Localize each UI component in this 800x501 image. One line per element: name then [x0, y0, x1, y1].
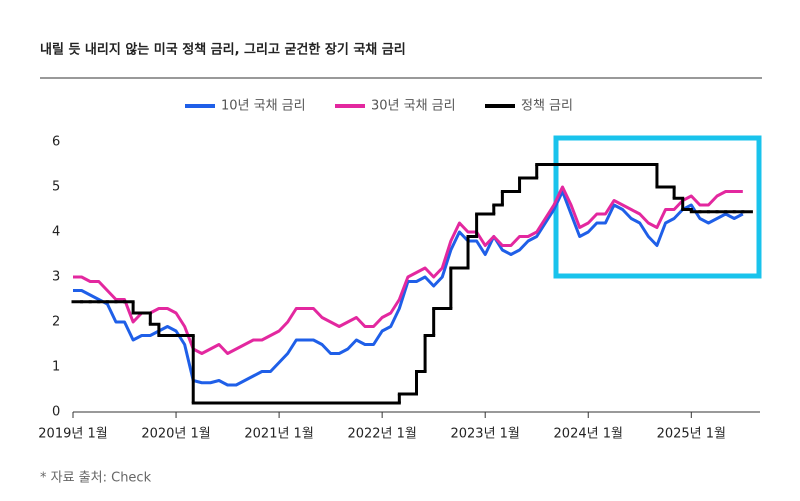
- chart-title: 내릴 듯 내리지 않는 미국 정책 금리, 그리고 굳건한 장기 국채 금리: [40, 42, 406, 58]
- y-tick-label: 1: [52, 360, 60, 375]
- highlight-box: [553, 135, 762, 279]
- legend-label: 30년 국채 금리: [371, 99, 456, 114]
- x-tick-label: 2021년 1월: [244, 427, 313, 442]
- source-note: * 자료 출처: Check: [40, 471, 152, 486]
- x-tick-label: 2020년 1월: [141, 427, 210, 442]
- y-tick-label: 5: [52, 180, 60, 195]
- y-tick-label: 4: [52, 225, 60, 240]
- policy-rate-steps: [71, 163, 753, 405]
- rate-line: [73, 185, 743, 355]
- x-tick-label: 2019년 1월: [38, 427, 107, 442]
- legend-label: 정책 금리: [521, 99, 573, 114]
- y-tick-label: 0: [52, 405, 60, 420]
- x-tick-label: 2022년 1월: [347, 427, 416, 442]
- legend-label: 10년 국채 금리: [221, 99, 306, 114]
- y-tick-label: 6: [52, 135, 60, 150]
- x-tick-label: 2023년 1월: [450, 427, 519, 442]
- rate-line: [73, 190, 744, 387]
- x-tick-label: 2024년 1월: [554, 427, 623, 442]
- y-tick-label: 2: [52, 315, 60, 330]
- y-tick-label: 3: [52, 270, 60, 285]
- x-tick-label: 2025년 1월: [657, 427, 726, 442]
